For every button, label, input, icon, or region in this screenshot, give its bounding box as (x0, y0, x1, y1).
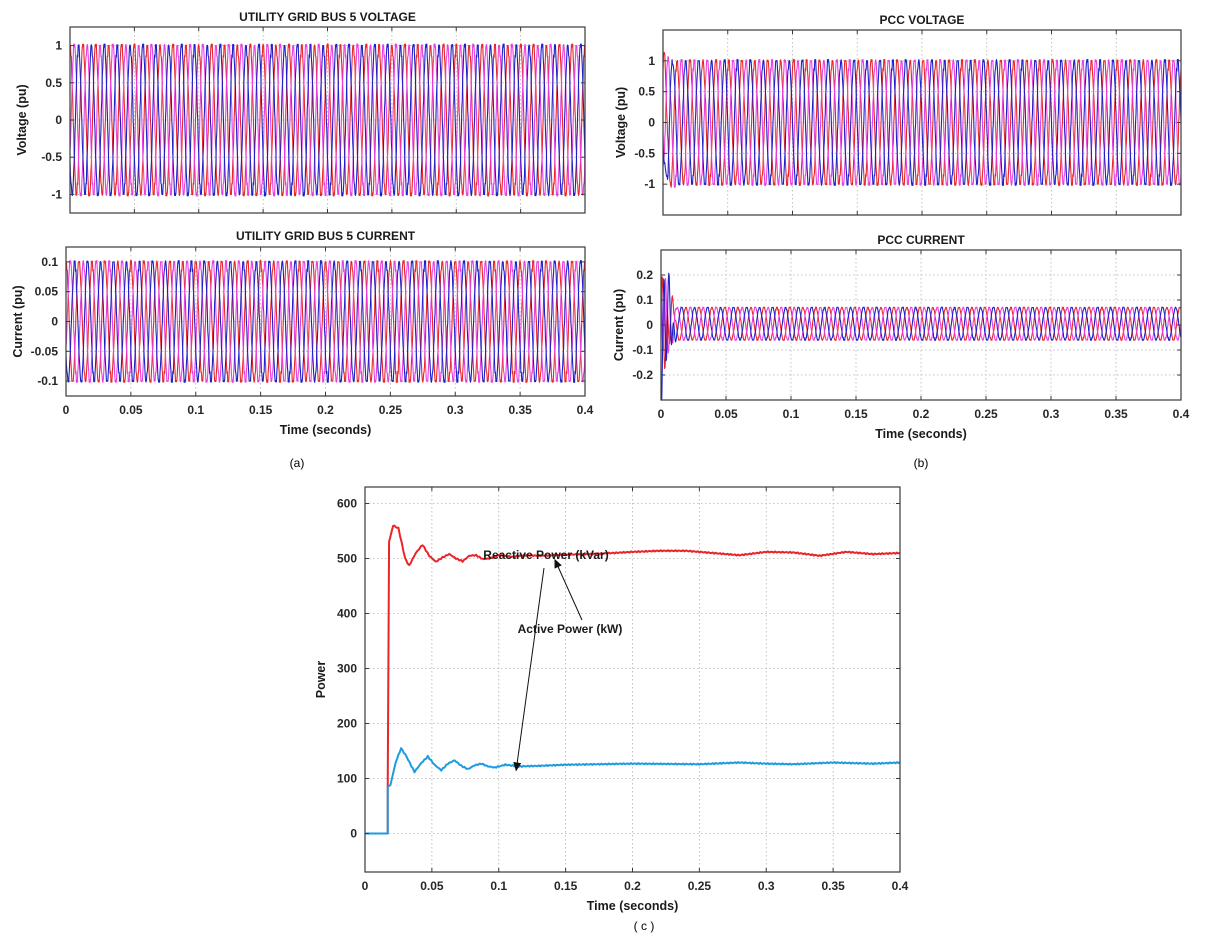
series-line-active-power-kw (365, 524, 900, 835)
series-line-phase-b (663, 56, 1181, 188)
y-tick-label: -0.1 (632, 343, 653, 357)
y-tick-label: -0.5 (41, 150, 62, 164)
y-tick-label: -1 (51, 187, 62, 201)
y-axis-label: Voltage (pu) (15, 84, 29, 155)
series-group (70, 43, 585, 197)
x-tick-label: 0.2 (317, 403, 334, 417)
x-tick-label: 0.2 (913, 407, 930, 421)
y-tick-label: -0.2 (632, 368, 653, 382)
grid-current-chart: 0 0.05 0.1 0.15 0.2 0.25 0.3 0.35 0.4 -0.1 -0.05 0 0… (11, 229, 594, 437)
annotation-label: Active Power (kW) (518, 622, 623, 636)
x-tick-label: 0.15 (554, 879, 578, 893)
x-tick-label: 0.4 (892, 879, 909, 893)
x-axis-label: Time (seconds) (280, 423, 371, 437)
x-tick-label: 0.1 (187, 403, 204, 417)
x-tick-label: 0.2 (624, 879, 641, 893)
series-group (365, 524, 900, 835)
x-tick-label: 0.25 (688, 879, 712, 893)
x-axis-label: Time (seconds) (875, 427, 966, 441)
y-tick-label: -0.05 (31, 344, 59, 358)
x-tick-label: 0.15 (844, 407, 868, 421)
y-axis-label: Voltage (pu) (614, 87, 628, 158)
y-tick-label: 0.5 (45, 76, 62, 90)
series-line-phase-c (661, 272, 1181, 400)
x-tick-label: 0.05 (714, 407, 738, 421)
x-tick-label: 0.05 (420, 879, 444, 893)
caption-b: (b) (914, 456, 929, 470)
chart-title: UTILITY GRID BUS 5 CURRENT (236, 229, 416, 243)
y-tick-label: 1 (648, 54, 655, 68)
y-tick-label: 0.1 (41, 255, 58, 269)
series-line-phase-c (66, 260, 585, 383)
y-tick-label: 0 (646, 318, 653, 332)
annotation-arrow (554, 558, 583, 621)
y-tick-label: 0.2 (636, 268, 653, 282)
y-axis-label: Current (pu) (612, 289, 626, 361)
x-tick-label: 0 (63, 403, 70, 417)
x-tick-label: 0.35 (1104, 407, 1128, 421)
chart-title: UTILITY GRID BUS 5 VOLTAGE (239, 10, 416, 24)
chart-title: PCC VOLTAGE (880, 13, 965, 27)
y-axis-label: Power (314, 661, 328, 699)
x-axis-label: Time (seconds) (587, 899, 678, 913)
x-tick-label: 0.1 (783, 407, 800, 421)
series-group (663, 52, 1181, 188)
x-tick-label: 0.4 (1173, 407, 1190, 421)
y-tick-label: 400 (337, 607, 357, 621)
y-tick-label: 600 (337, 497, 357, 511)
y-tick-label: 1 (55, 39, 62, 53)
x-tick-label: 0.15 (249, 403, 273, 417)
chart-title: PCC CURRENT (877, 233, 965, 247)
caption-a: (a) (290, 456, 305, 470)
x-tick-label: 0.4 (577, 403, 594, 417)
x-tick-label: 0.3 (758, 879, 775, 893)
y-tick-label: 300 (337, 662, 357, 676)
x-tick-label: 0.05 (119, 403, 143, 417)
x-tick-label: 0 (362, 879, 369, 893)
series-line-phase-a (661, 276, 1181, 370)
y-tick-label: 0 (350, 827, 357, 841)
y-tick-label: 0 (51, 315, 58, 329)
pcc-current-chart: 0 0.05 0.1 0.15 0.2 0.25 0.3 0.35 0.4 -0.2 -0.1 0 0.… (612, 233, 1190, 441)
annotation-arrow (513, 567, 545, 772)
y-tick-label: -0.5 (634, 146, 655, 160)
y-tick-label: 0.05 (35, 285, 59, 299)
series-line-phase-c (70, 43, 585, 197)
series-line-phase-c (663, 59, 1181, 186)
y-axis-label: Current (pu) (11, 285, 25, 357)
y-tick-label: 500 (337, 552, 357, 566)
x-tick-label: 0.1 (490, 879, 507, 893)
series-group (661, 272, 1181, 400)
y-tick-label: 100 (337, 772, 357, 786)
y-tick-label: 0.5 (638, 85, 655, 99)
series-line-phase-a (663, 52, 1181, 188)
y-tick-label: 0 (55, 113, 62, 127)
x-tick-label: 0.3 (1043, 407, 1060, 421)
x-tick-label: 0.25 (974, 407, 998, 421)
x-tick-label: 0.35 (508, 403, 532, 417)
y-tick-label: -0.1 (37, 374, 58, 388)
x-tick-label: 0.35 (821, 879, 845, 893)
x-tick-label: 0 (658, 407, 665, 421)
caption-c: ( c ) (634, 919, 655, 933)
y-tick-label: 200 (337, 717, 357, 731)
grid-voltage-chart: -1 -0.5 0 0.5 1 UTILITY GRID BUS 5 VOLTAGE Vol… (15, 10, 586, 214)
series-group (66, 260, 585, 383)
y-tick-label: 0.1 (636, 293, 653, 307)
power-chart: 0 0.05 0.1 0.15 0.2 0.25 0.3 0.35 0.4 0 100 200 300 4… (314, 486, 909, 913)
x-tick-label: 0.25 (379, 403, 403, 417)
annotation-label: Reactive Power (kVar) (483, 548, 608, 562)
y-tick-label: 0 (648, 116, 655, 130)
y-tick-label: -1 (644, 177, 655, 191)
series-line-reactive-power-kvar (365, 747, 900, 835)
x-tick-label: 0.3 (447, 403, 464, 417)
series-line-phase-b (661, 278, 1181, 354)
pcc-voltage-chart: -1 -0.5 0 0.5 1 PCC VOLTAGE Voltage (pu) (614, 13, 1182, 216)
